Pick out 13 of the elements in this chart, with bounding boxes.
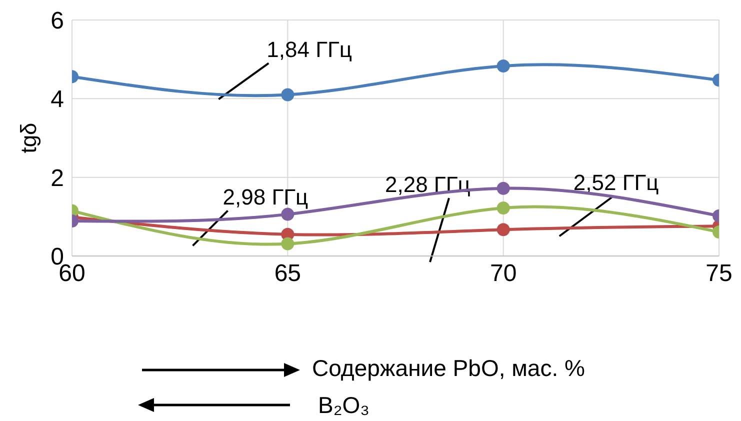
y-axis-title: tgδ <box>16 122 41 154</box>
point <box>496 223 510 236</box>
x-tick-label: 65 <box>274 260 302 288</box>
x-tick-label: 70 <box>490 260 517 288</box>
text: B₂O₃ <box>318 392 370 419</box>
x-axis-title: Содержание PbO, мас. % <box>312 355 585 382</box>
annotation: 2,52 ГГц <box>573 170 660 196</box>
annotation: 1,84 ГГц <box>266 37 352 62</box>
y-tick-label: 2 <box>50 164 64 192</box>
y-tick-label: 4 <box>50 86 64 114</box>
y-tick-label: 6 <box>50 8 64 35</box>
x-tick-label: 75 <box>706 260 732 288</box>
annotation: 2,98 ГГц <box>222 184 309 210</box>
